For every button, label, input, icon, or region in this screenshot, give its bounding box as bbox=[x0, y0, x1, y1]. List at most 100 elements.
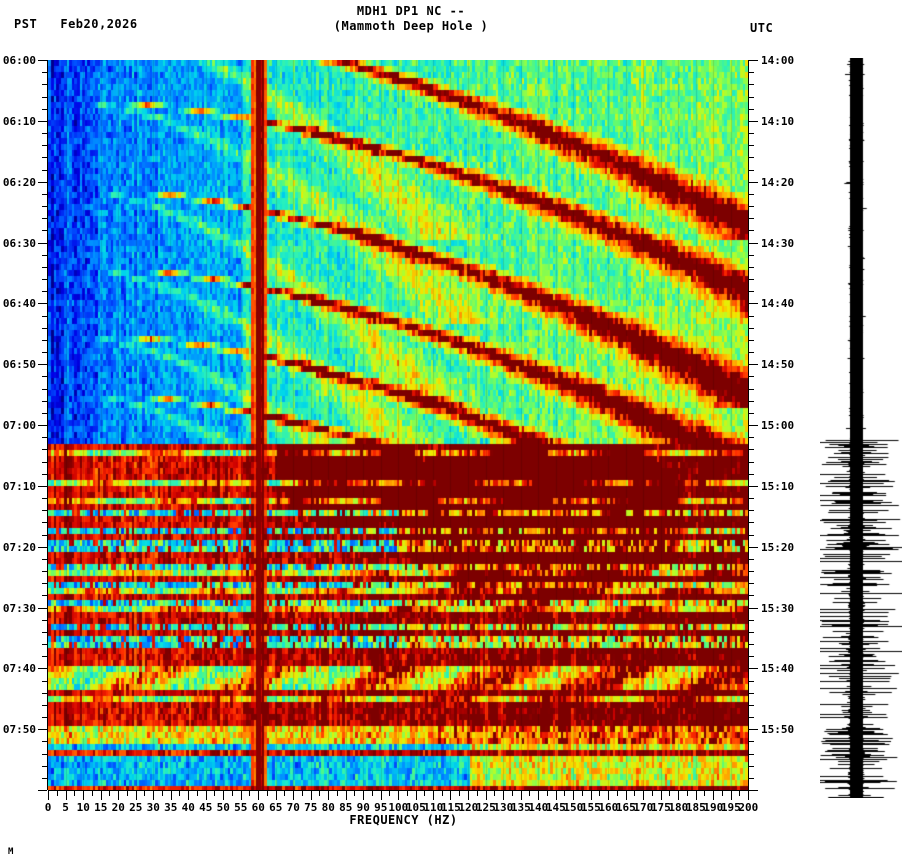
axis-tick-minor bbox=[749, 169, 754, 171]
time-axis-utc bbox=[748, 60, 749, 790]
freq-tick-minor bbox=[634, 791, 635, 796]
freq-tick-minor bbox=[284, 791, 285, 796]
freq-tick-minor bbox=[74, 791, 75, 796]
axis-tick-minor bbox=[749, 72, 754, 74]
freq-tick-minor bbox=[109, 791, 110, 796]
freq-tick-minor bbox=[389, 791, 390, 796]
freq-tick-minor bbox=[197, 791, 198, 796]
frequency-axis bbox=[48, 790, 749, 791]
freq-tick-major bbox=[188, 791, 189, 800]
axis-tick-major bbox=[749, 425, 758, 426]
axis-tick-minor bbox=[749, 412, 754, 414]
frequency-label-200: 200 bbox=[738, 801, 759, 814]
frequency-label-45: 45 bbox=[199, 801, 213, 814]
time-label-pst-10: 07:40 bbox=[2, 662, 36, 676]
axis-tick-minor bbox=[749, 193, 754, 195]
axis-tick-minor bbox=[42, 376, 47, 378]
axis-tick-minor bbox=[42, 717, 47, 718]
time-label-utc-5: 14:50 bbox=[761, 358, 795, 372]
time-axis-pst bbox=[47, 60, 48, 790]
axis-tick-minor bbox=[42, 72, 47, 74]
freq-tick-major bbox=[363, 791, 364, 800]
freq-tick-minor bbox=[319, 791, 320, 796]
axis-tick-minor bbox=[42, 704, 47, 706]
axis-tick-minor bbox=[749, 145, 754, 147]
freq-tick-minor bbox=[582, 791, 583, 796]
time-label-pst-7: 07:10 bbox=[2, 479, 36, 493]
freq-tick-minor bbox=[57, 791, 58, 796]
axis-tick-major bbox=[749, 242, 758, 244]
frequency-label-105: 105 bbox=[405, 801, 426, 814]
freq-tick-major bbox=[48, 791, 49, 800]
axis-tick-minor bbox=[42, 692, 47, 694]
axis-tick-minor bbox=[42, 193, 47, 195]
axis-tick-minor bbox=[749, 753, 754, 755]
freq-tick-major bbox=[206, 791, 207, 800]
axis-tick-major bbox=[38, 668, 47, 670]
axis-tick-minor bbox=[749, 254, 754, 256]
frequency-label-195: 195 bbox=[720, 801, 741, 814]
freq-tick-major bbox=[556, 791, 557, 800]
frequency-label-65: 65 bbox=[269, 801, 283, 814]
frequency-label-5: 5 bbox=[62, 801, 69, 814]
freq-tick-minor bbox=[407, 791, 408, 796]
axis-tick-minor bbox=[749, 631, 754, 633]
freq-tick-major bbox=[521, 791, 522, 800]
time-label-utc-0: 14:00 bbox=[761, 54, 795, 67]
axis-tick-minor bbox=[42, 291, 47, 293]
axis-tick-minor bbox=[42, 339, 47, 341]
freq-tick-major bbox=[241, 791, 242, 800]
axis-tick-minor bbox=[749, 680, 754, 682]
frequency-label-10: 10 bbox=[76, 801, 90, 814]
freq-tick-minor bbox=[704, 791, 705, 796]
axis-tick-minor bbox=[749, 339, 754, 341]
freq-tick-minor bbox=[179, 791, 180, 796]
axis-tick-minor bbox=[42, 777, 47, 779]
freq-tick-minor bbox=[547, 791, 548, 796]
axis-tick-minor bbox=[42, 315, 47, 317]
freq-tick-major bbox=[661, 791, 662, 800]
frequency-label-135: 135 bbox=[510, 801, 531, 814]
freq-tick-major bbox=[591, 791, 592, 800]
freq-tick-minor bbox=[442, 791, 443, 796]
axis-tick-minor bbox=[749, 449, 754, 451]
freq-tick-minor bbox=[92, 791, 93, 796]
axis-tick-major bbox=[38, 607, 47, 609]
axis-tick-major bbox=[749, 120, 758, 122]
freq-tick-major bbox=[398, 791, 399, 800]
axis-tick-minor bbox=[749, 84, 754, 86]
frequency-label-110: 110 bbox=[423, 801, 444, 814]
axis-tick-minor bbox=[749, 777, 754, 779]
time-label-pst-4: 06:40 bbox=[2, 297, 36, 311]
header-utc-label: UTC bbox=[750, 21, 774, 35]
freq-tick-major bbox=[258, 791, 259, 800]
axis-tick-minor bbox=[42, 206, 47, 207]
freq-tick-major bbox=[101, 791, 102, 800]
freq-tick-minor bbox=[669, 791, 670, 796]
time-label-utc-2: 14:20 bbox=[761, 175, 795, 189]
time-label-utc-8: 15:20 bbox=[761, 540, 795, 554]
frequency-label-85: 85 bbox=[339, 801, 353, 814]
axis-tick-minor bbox=[42, 619, 47, 621]
time-label-pst-8: 07:20 bbox=[2, 540, 36, 554]
axis-tick-minor bbox=[42, 498, 47, 499]
axis-tick-major bbox=[38, 790, 47, 791]
axis-tick-minor bbox=[749, 704, 754, 706]
axis-tick-minor bbox=[749, 352, 754, 353]
freq-tick-minor bbox=[372, 791, 373, 796]
freq-tick-minor bbox=[267, 791, 268, 796]
axis-tick-major bbox=[38, 303, 47, 305]
axis-tick-minor bbox=[42, 96, 47, 98]
axis-tick-minor bbox=[42, 169, 47, 171]
freq-tick-major bbox=[223, 791, 224, 800]
freq-tick-minor bbox=[232, 791, 233, 796]
frequency-label-170: 170 bbox=[633, 801, 654, 814]
time-label-pst-5: 06:50 bbox=[2, 358, 36, 372]
frequency-label-150: 150 bbox=[563, 801, 584, 814]
frequency-label-30: 30 bbox=[146, 801, 160, 814]
axis-tick-major bbox=[38, 425, 47, 426]
freq-tick-major bbox=[328, 791, 329, 800]
axis-tick-minor bbox=[42, 558, 47, 560]
axis-tick-minor bbox=[749, 510, 754, 512]
